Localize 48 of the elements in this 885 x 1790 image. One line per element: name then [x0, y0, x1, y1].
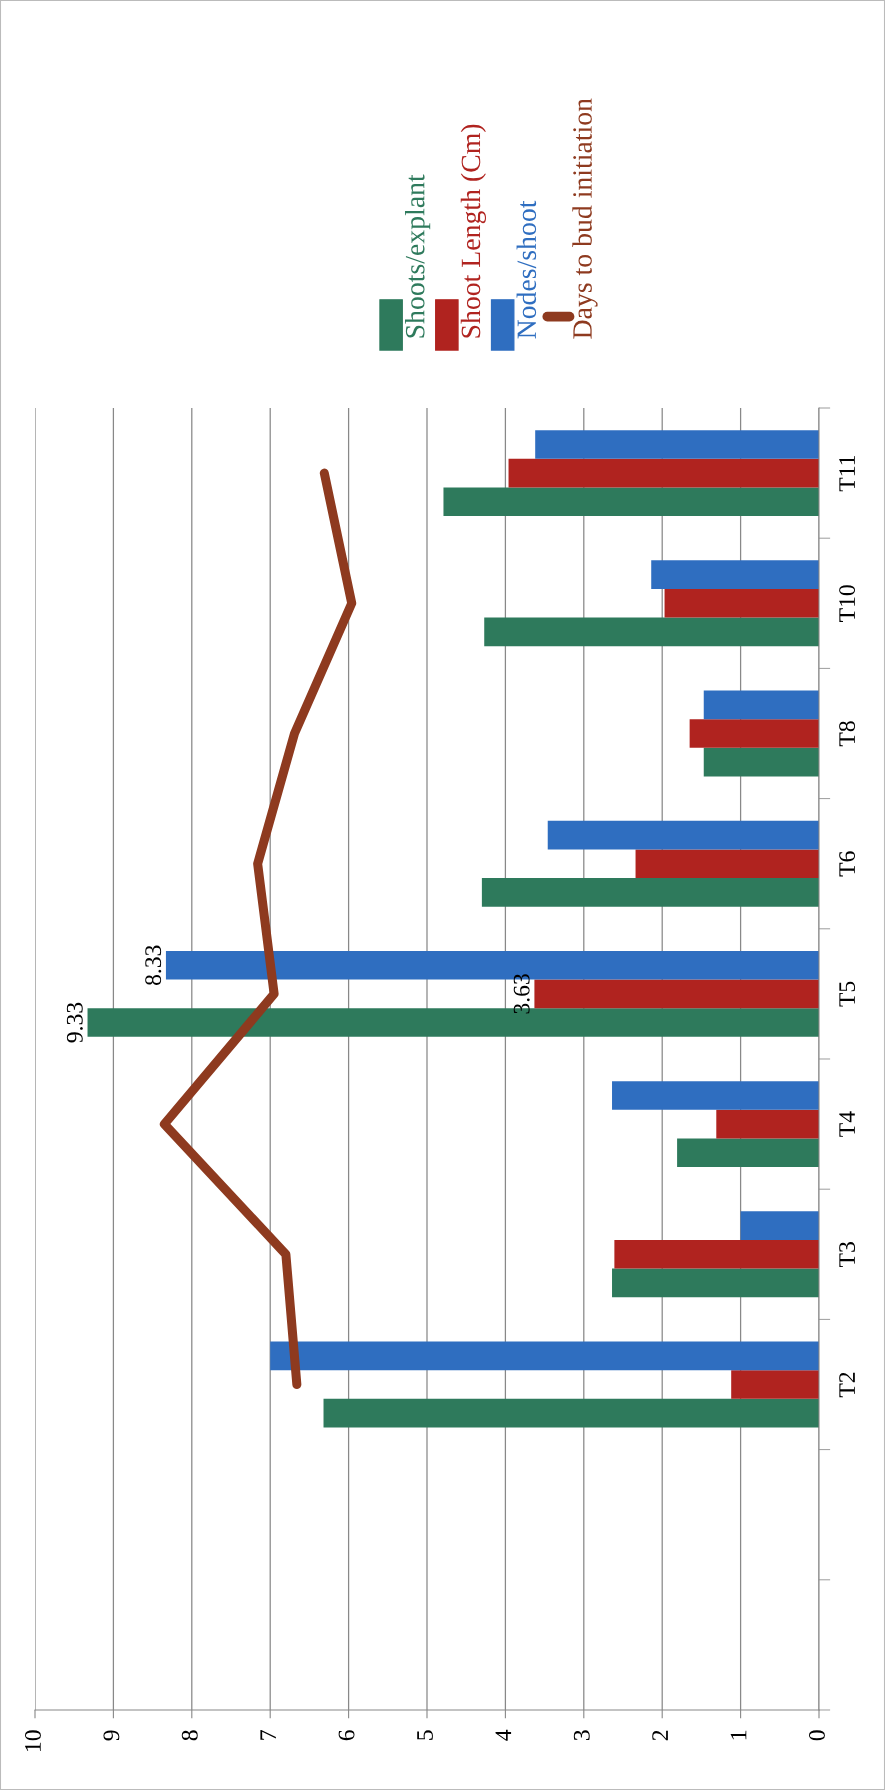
x-tick-label: 2 [652, 1730, 668, 1741]
y-tick-label: T3 [839, 1242, 856, 1267]
bar [484, 617, 819, 647]
bar [651, 560, 819, 589]
bar [443, 487, 819, 517]
x-tick-label: 4 [495, 1729, 512, 1741]
x-tick-label: 1 [730, 1730, 747, 1740]
y-tick-label: T11 [839, 455, 855, 492]
x-tick-label: 6 [338, 1730, 355, 1741]
y-tick-label: T2 [839, 1372, 855, 1398]
bar [270, 1341, 819, 1371]
y-tick-label: T10 [839, 585, 856, 622]
y-tick-label: T5 [839, 981, 856, 1007]
bar [547, 820, 819, 850]
x-tick-label: 9 [103, 1730, 120, 1741]
x-tick-label: 5 [417, 1730, 433, 1740]
text: Shoot Length (Cm) [460, 124, 487, 338]
bar [703, 690, 819, 720]
bar [740, 1211, 819, 1240]
bar [481, 878, 819, 907]
bar [677, 1138, 819, 1168]
bar [612, 1081, 819, 1110]
x-tick-label: 8 [181, 1730, 198, 1741]
bar [635, 849, 819, 879]
bar [716, 1109, 819, 1139]
bar [323, 1398, 819, 1428]
bar [614, 1239, 819, 1269]
data-label: 9.33 [66, 1002, 83, 1043]
bar [664, 588, 819, 618]
x-tick-label: 0 [808, 1730, 825, 1741]
y-tick-label: T8 [839, 721, 856, 747]
x-tick-label: 10 [24, 1730, 41, 1751]
bar [534, 979, 819, 1009]
y-tick-label: T6 [839, 851, 856, 877]
x-tick-label: 7 [260, 1730, 276, 1740]
text: Days to bud initiation [572, 98, 598, 339]
bar [703, 747, 819, 777]
data-label: 8.33 [145, 945, 162, 986]
bar [689, 719, 819, 748]
text: Shoots/explant [405, 174, 431, 338]
bar [612, 1268, 819, 1298]
bar [731, 1370, 819, 1399]
bar [508, 458, 819, 488]
y-tick-label: T4 [839, 1111, 855, 1137]
bar [535, 430, 819, 459]
x-tick-label: 3 [573, 1730, 590, 1741]
data-label: 3.63 [513, 974, 530, 1014]
text: Nodes/shoot [516, 200, 537, 339]
